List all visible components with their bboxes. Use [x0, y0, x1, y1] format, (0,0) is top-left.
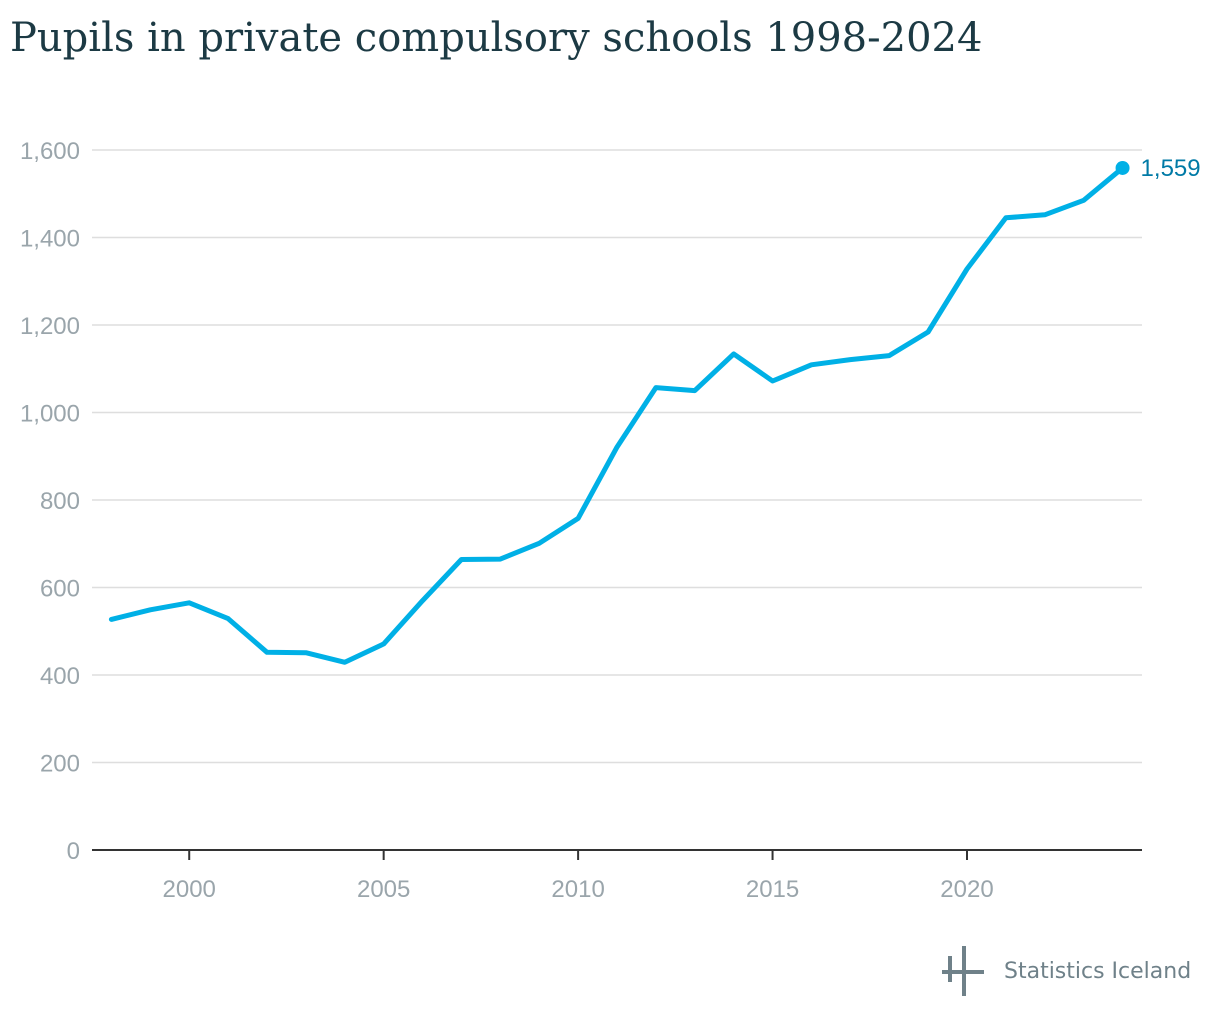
data-point: [537, 541, 542, 546]
data-point: [381, 641, 386, 646]
data-point: [848, 357, 853, 362]
data-point: [459, 557, 464, 562]
chart-title: Pupils in private compulsory schools 199…: [10, 15, 983, 61]
y-tick-label: 1,600: [20, 138, 80, 165]
data-point: [109, 617, 114, 622]
series-line: [108, 165, 1126, 665]
gridlines: [92, 149, 1142, 764]
data-point: [926, 330, 931, 335]
data-point: [731, 351, 736, 356]
data-point: [576, 516, 581, 521]
x-tick-label: 2015: [746, 876, 799, 903]
y-axis-tick-labels: 0 200 400 600 800 1,000 1,200 1,400 1,600: [20, 138, 80, 865]
x-axis: 2000 2005 2010 2015 2020: [163, 850, 994, 903]
x-tick-label: 2005: [357, 876, 410, 903]
y-tick-label: 0: [67, 838, 80, 865]
source-name: Statistics Iceland: [1004, 959, 1192, 984]
y-tick-label: 200: [40, 751, 80, 778]
x-tick-label: 2020: [940, 876, 993, 903]
x-tick-label: 2010: [551, 876, 604, 903]
y-tick-label: 1,400: [20, 226, 80, 253]
data-point: [1081, 198, 1086, 203]
x-tick-label: 2000: [163, 876, 216, 903]
data-point: [498, 557, 503, 562]
y-tick-label: 400: [40, 663, 80, 690]
y-tick-label: 1,200: [20, 313, 80, 340]
data-point: [965, 267, 970, 272]
data-point: [187, 600, 192, 605]
data-point: [1042, 212, 1047, 217]
data-point: [148, 607, 153, 612]
source-logo: [942, 944, 1202, 1000]
data-point: [887, 353, 892, 358]
data-point: [342, 660, 347, 665]
data-point: [265, 650, 270, 655]
end-point-marker: [1115, 160, 1130, 175]
end-point-label: 1,559: [1141, 155, 1201, 182]
data-point: [420, 598, 425, 603]
y-tick-label: 600: [40, 576, 80, 603]
data-points: [109, 160, 1130, 665]
statistics-iceland-logo-icon: [942, 946, 984, 996]
data-point: [770, 379, 775, 384]
data-point: [226, 616, 231, 621]
data-point: [303, 650, 308, 655]
y-tick-label: 800: [40, 488, 80, 515]
data-point: [1003, 215, 1008, 220]
data-point: [809, 362, 814, 367]
data-point: [615, 445, 620, 450]
data-point: [653, 385, 658, 390]
data-point: [692, 388, 697, 393]
y-tick-label: 1,000: [20, 401, 80, 428]
